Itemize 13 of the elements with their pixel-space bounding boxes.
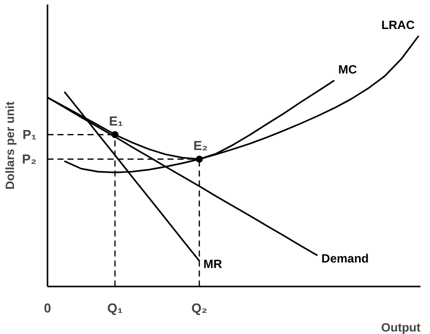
- annotation: E₁: [108, 114, 124, 129]
- y-axis-title: Dollars per unit: [3, 101, 18, 190]
- series-label: LRAC: [381, 18, 415, 32]
- x-tick-label: Q₂: [191, 300, 208, 316]
- ref-line-label: P₁: [22, 127, 37, 142]
- x-axis-title: Output: [381, 320, 421, 334]
- series-label: MR: [203, 256, 222, 271]
- series-label: MC: [338, 62, 358, 76]
- ref-line-label: P₂: [22, 152, 37, 167]
- annotation: E₂: [193, 138, 208, 154]
- x-tick-label: 0: [44, 300, 52, 316]
- series-label: Demand: [321, 251, 369, 266]
- x-tick-label: Q₁: [107, 300, 123, 316]
